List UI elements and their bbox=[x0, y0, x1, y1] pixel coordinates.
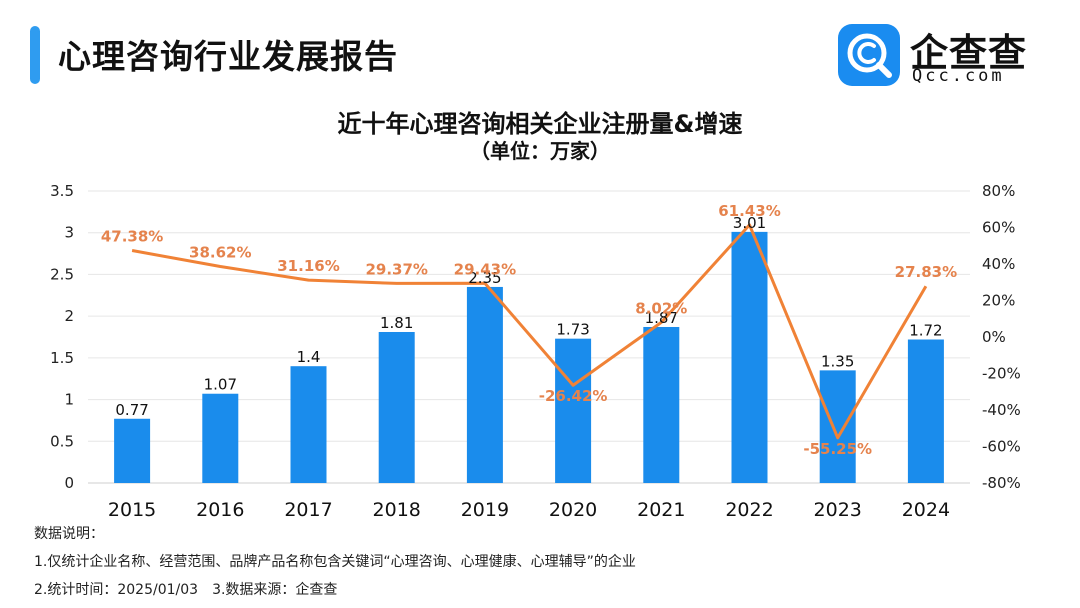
bar bbox=[907, 339, 944, 483]
notes-heading: 数据说明： bbox=[34, 526, 104, 542]
x-axis-tick-label: 2023 bbox=[814, 499, 862, 521]
x-axis-tick-label: 2020 bbox=[549, 499, 597, 521]
logo-name-cn: 企查查 bbox=[910, 31, 1028, 75]
bar bbox=[114, 418, 151, 483]
bar bbox=[643, 326, 680, 483]
bar-value-label: 1.35 bbox=[821, 352, 854, 370]
growth-value-label: 31.16% bbox=[277, 257, 339, 275]
bar bbox=[466, 286, 503, 483]
x-axis-tick-label: 2019 bbox=[461, 499, 509, 521]
chart-title: 近十年心理咨询相关企业注册量&增速 bbox=[337, 110, 743, 138]
growth-value-label: 27.83% bbox=[895, 263, 957, 281]
title-accent-bar bbox=[30, 26, 40, 84]
notes-stat-time: 2.统计时间：2025/01/03 bbox=[34, 582, 199, 598]
left-axis-tick-label: 3 bbox=[64, 224, 74, 242]
growth-line bbox=[131, 223, 928, 440]
bar bbox=[819, 370, 856, 483]
bar-value-label: 0.77 bbox=[115, 401, 148, 419]
right-axis-tick-label: 60% bbox=[982, 219, 1015, 237]
right-axis-tick-label: -80% bbox=[982, 474, 1021, 492]
bar-value-label: 1.81 bbox=[380, 314, 413, 332]
growth-value-label: 8.02% bbox=[635, 299, 687, 317]
growth-value-label: 38.62% bbox=[189, 244, 251, 262]
right-axis-tick-label: 80% bbox=[982, 182, 1015, 200]
x-axis-tick-label: 2018 bbox=[373, 499, 421, 521]
left-axis-tick-label: 1 bbox=[64, 391, 74, 409]
right-axis-tick-label: -60% bbox=[982, 438, 1021, 456]
left-axis-tick-label: 1.5 bbox=[50, 349, 74, 367]
bar-value-label: 1.73 bbox=[556, 321, 589, 339]
bar bbox=[378, 331, 415, 483]
data-notes: 数据说明： 1.仅统计企业名称、经营范围、品牌产品名称包含关键词“心理咨询、心理… bbox=[34, 520, 636, 604]
left-axis-tick-label: 2.5 bbox=[50, 265, 74, 283]
left-axis-tick-label: 0.5 bbox=[50, 432, 74, 450]
growth-value-label: 29.43% bbox=[454, 260, 516, 278]
growth-value-label: 29.37% bbox=[365, 260, 427, 278]
left-axis-tick-label: 2 bbox=[64, 307, 74, 325]
bar bbox=[202, 393, 239, 483]
right-axis-tick-label: 0% bbox=[982, 328, 1006, 346]
right-axis-tick-label: -20% bbox=[982, 365, 1021, 383]
chart-subtitle: （单位：万家） bbox=[470, 139, 610, 163]
bar-value-label: 1.87 bbox=[645, 309, 678, 327]
x-axis-tick-label: 2021 bbox=[637, 499, 685, 521]
bar-value-label: 2.35 bbox=[468, 269, 501, 287]
x-axis-tick-label: 2015 bbox=[108, 499, 156, 521]
left-axis-tick-label: 3.5 bbox=[50, 182, 74, 200]
bar bbox=[290, 366, 327, 483]
growth-value-label: 47.38% bbox=[101, 228, 163, 246]
notes-source: 3.数据来源：企查查 bbox=[212, 582, 338, 598]
right-axis-tick-label: -40% bbox=[982, 401, 1021, 419]
qcc-logo: 企查查 Qcc.com bbox=[838, 24, 1038, 88]
growth-value-label: -26.42% bbox=[539, 387, 608, 405]
left-axis-tick-label: 0 bbox=[64, 474, 74, 492]
bar-value-label: 1.72 bbox=[909, 322, 942, 340]
notes-line-1: 1.仅统计企业名称、经营范围、品牌产品名称包含关键词“心理咨询、心理健康、心理辅… bbox=[34, 554, 636, 570]
bar-value-label: 1.07 bbox=[204, 376, 237, 394]
report-title: 心理咨询行业发展报告 bbox=[58, 37, 398, 76]
x-axis-tick-label: 2024 bbox=[902, 499, 950, 521]
right-axis-tick-label: 20% bbox=[982, 292, 1015, 310]
bar-value-label: 1.4 bbox=[297, 348, 321, 366]
bar bbox=[731, 231, 768, 483]
bar-value-label: 3.01 bbox=[733, 214, 766, 232]
x-axis-tick-label: 2017 bbox=[284, 499, 332, 521]
right-axis-tick-label: 40% bbox=[982, 255, 1015, 273]
qcc-logo-icon bbox=[838, 24, 900, 86]
x-axis-tick-label: 2016 bbox=[196, 499, 244, 521]
growth-value-label: -55.25% bbox=[803, 440, 872, 458]
x-axis-tick-label: 2022 bbox=[725, 499, 773, 521]
bar bbox=[555, 338, 592, 483]
logo-name-en: Qcc.com bbox=[912, 66, 1005, 86]
growth-value-label: 61.43% bbox=[718, 202, 780, 220]
